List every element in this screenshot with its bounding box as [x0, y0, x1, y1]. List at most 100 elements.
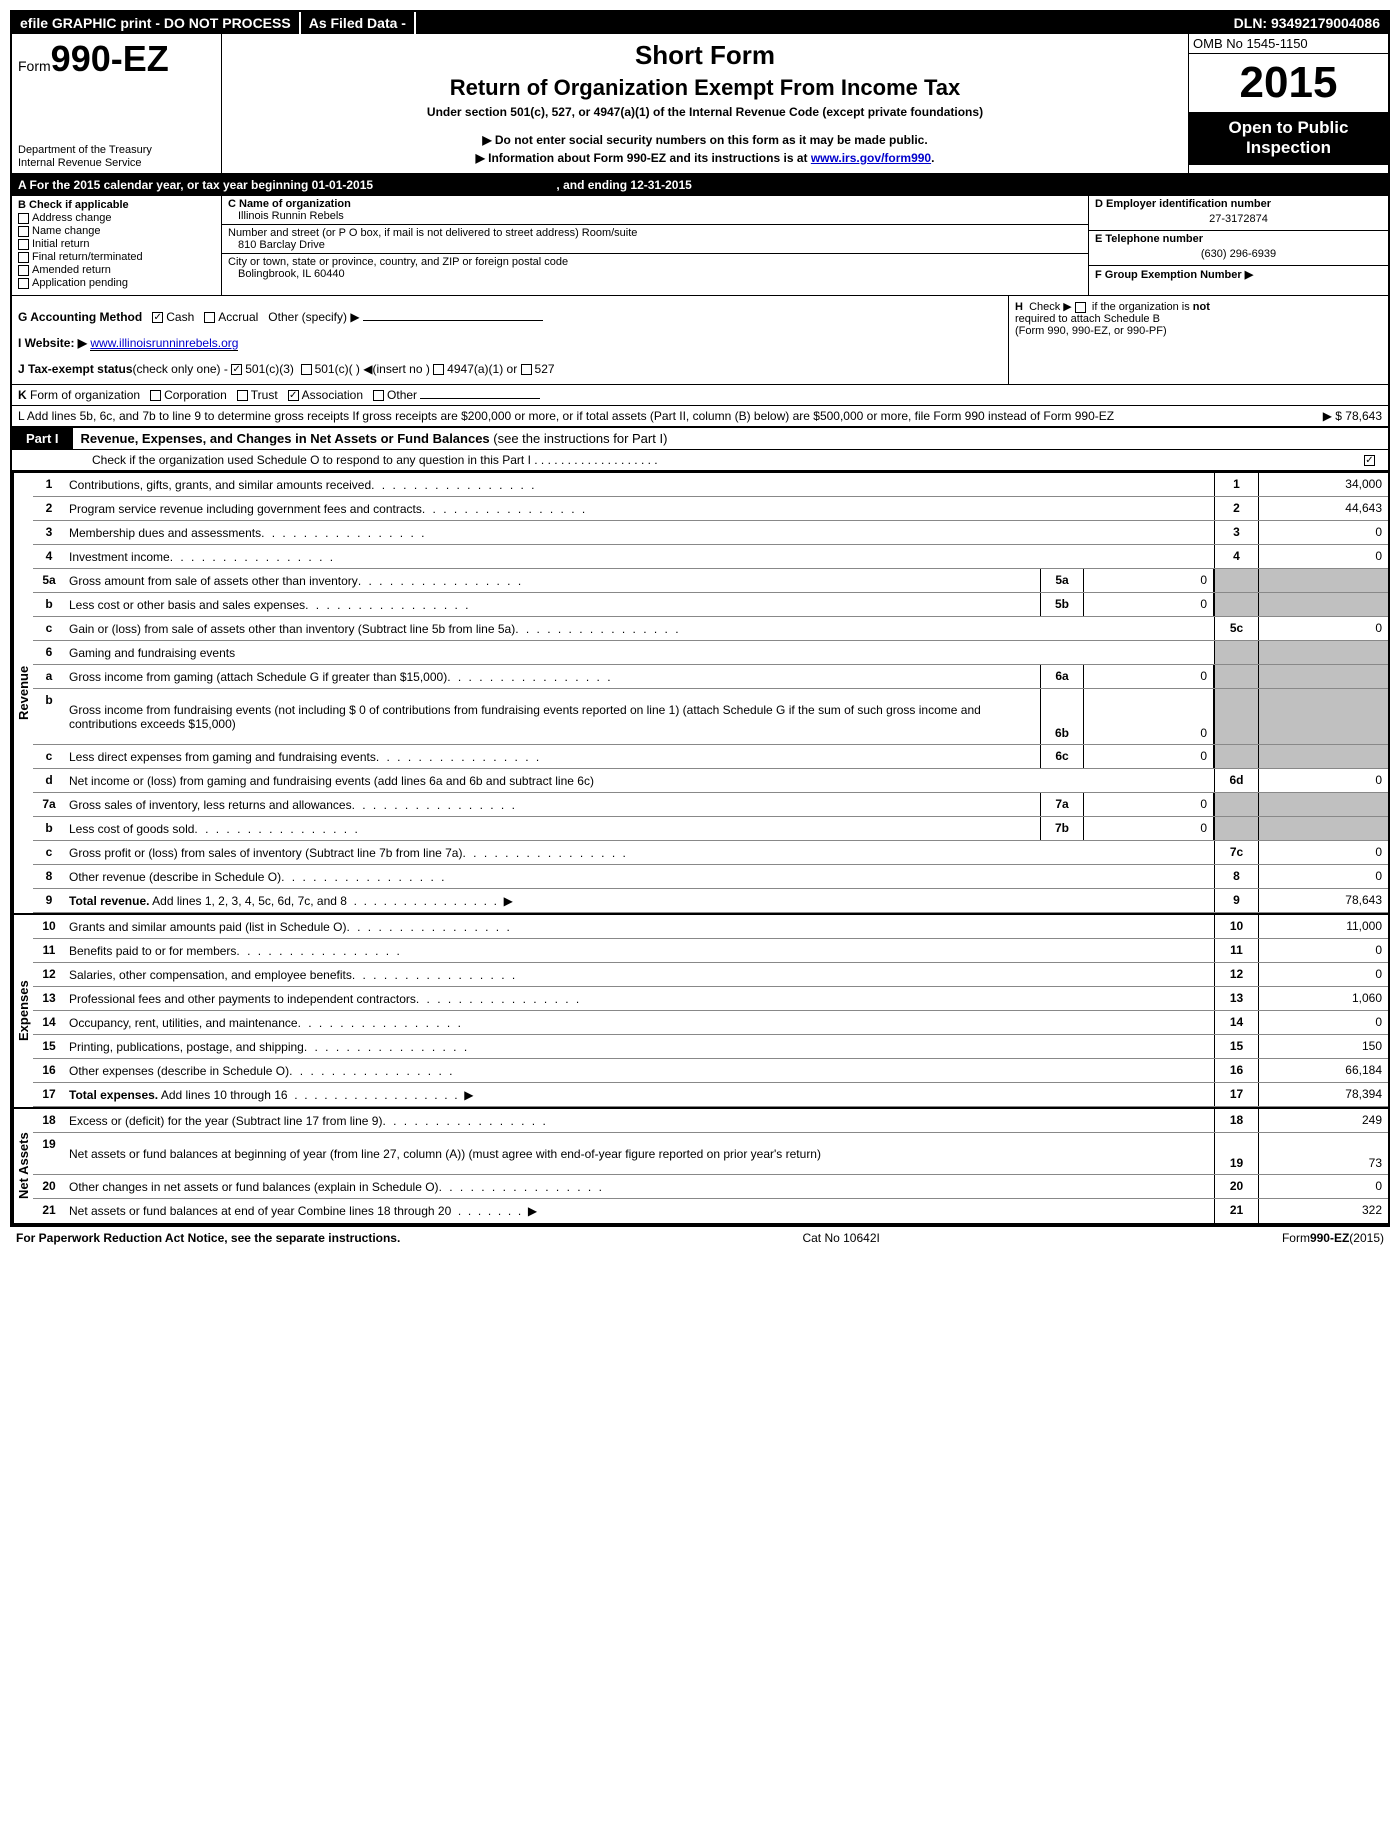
- ln19-desc: Net assets or fund balances at beginning…: [65, 1133, 1214, 1174]
- city-value: Bolingbrook, IL 60440: [228, 268, 1082, 280]
- cb-address-change[interactable]: [18, 213, 29, 224]
- ln7b-colshade: [1214, 817, 1258, 840]
- cb-final-return[interactable]: [18, 252, 29, 263]
- box-h: H Check ▶ if the organization is not req…: [1008, 296, 1388, 384]
- ln6b-colshade: [1214, 689, 1258, 744]
- cb-accrual[interactable]: [204, 312, 215, 323]
- ending-label: , and ending: [556, 178, 630, 192]
- ln11-col: 11: [1214, 939, 1258, 962]
- ln6a-colshade: [1214, 665, 1258, 688]
- cb-527[interactable]: [521, 364, 532, 375]
- cb-amended-return[interactable]: [18, 265, 29, 276]
- ln9-col: 9: [1214, 889, 1258, 912]
- cb-schedule-b-not-required[interactable]: [1075, 302, 1086, 313]
- ssn-warning: ▶ Do not enter social security numbers o…: [476, 131, 935, 149]
- ln11-desc: Benefits paid to or for members: [65, 939, 1214, 962]
- ln12-col: 12: [1214, 963, 1258, 986]
- line-l-value: ▶ $ 78,643: [1218, 406, 1388, 426]
- revenue-side-label: Revenue: [12, 473, 33, 913]
- ln18-val: 249: [1258, 1109, 1388, 1132]
- ln6a-num: a: [33, 665, 65, 688]
- ln6d-num: d: [33, 769, 65, 792]
- ln7c-val: 0: [1258, 841, 1388, 864]
- ein-value: 27-3172874: [1095, 210, 1382, 228]
- lbl-name-change: Name change: [32, 225, 101, 237]
- ln6c-valshade: [1258, 745, 1388, 768]
- tax-year: 2015: [1189, 54, 1388, 112]
- cb-schedule-o-used[interactable]: [1364, 455, 1375, 466]
- ln17-val: 78,394: [1258, 1083, 1388, 1106]
- ln5b-valshade: [1258, 593, 1388, 616]
- ln7a-valshade: [1258, 793, 1388, 816]
- ln6d-desc: Net income or (loss) from gaming and fun…: [65, 769, 1214, 792]
- ln16-num: 16: [33, 1059, 65, 1082]
- ln17-col: 17: [1214, 1083, 1258, 1106]
- ln11-num: 11: [33, 939, 65, 962]
- revenue-section: Revenue 1Contributions, gifts, grants, a…: [12, 471, 1388, 913]
- ln18-col: 18: [1214, 1109, 1258, 1132]
- ln7a-desc: Gross sales of inventory, less returns a…: [65, 793, 1040, 816]
- ln7c-desc: Gross profit or (loss) from sales of inv…: [65, 841, 1214, 864]
- cb-application-pending[interactable]: [18, 278, 29, 289]
- cb-corporation[interactable]: [150, 390, 161, 401]
- asfiled-label: As Filed Data -: [301, 12, 416, 34]
- ln5c-val: 0: [1258, 617, 1388, 640]
- ln5c-num: c: [33, 617, 65, 640]
- ln21-num: 21: [33, 1199, 65, 1223]
- cb-initial-return[interactable]: [18, 239, 29, 250]
- ln19-val: 73: [1258, 1133, 1388, 1174]
- ln16-desc: Other expenses (describe in Schedule O): [65, 1059, 1214, 1082]
- ln5a-colshade: [1214, 569, 1258, 592]
- cb-501c[interactable]: [301, 364, 312, 375]
- line-l-text: L Add lines 5b, 6c, and 7b to line 9 to …: [12, 406, 1218, 426]
- form-footer-label: Form990-EZ(2015): [1282, 1231, 1384, 1245]
- website-link[interactable]: www.illinoisrunninrebels.org: [90, 336, 238, 351]
- org-name: Illinois Runnin Rebels: [228, 210, 1082, 222]
- ln15-val: 150: [1258, 1035, 1388, 1058]
- cb-cash[interactable]: [152, 312, 163, 323]
- line-h-text2: required to attach Schedule B: [1015, 313, 1382, 325]
- ln20-val: 0: [1258, 1175, 1388, 1198]
- expenses-section: Expenses 10Grants and similar amounts pa…: [12, 913, 1388, 1107]
- tax-year-begin: 01-01-2015: [312, 178, 373, 192]
- cb-other-org[interactable]: [373, 390, 384, 401]
- ln8-desc: Other revenue (describe in Schedule O): [65, 865, 1214, 888]
- ln1-col: 1: [1214, 473, 1258, 496]
- form-header: Form990-EZ Department of the Treasury In…: [12, 34, 1388, 175]
- ln4-num: 4: [33, 545, 65, 568]
- ln6c-sv: 0: [1084, 745, 1214, 768]
- cb-4947a1[interactable]: [433, 364, 444, 375]
- ln5a-num: 5a: [33, 569, 65, 592]
- ln21-desc: Net assets or fund balances at end of ye…: [65, 1199, 1214, 1223]
- ln5c-desc: Gain or (loss) from sale of assets other…: [65, 617, 1214, 640]
- cb-association[interactable]: [288, 390, 299, 401]
- form-990ez: efile GRAPHIC print - DO NOT PROCESS As …: [10, 10, 1390, 1226]
- catalog-number: Cat No 10642I: [802, 1231, 879, 1245]
- page-footer: For Paperwork Reduction Act Notice, see …: [10, 1226, 1390, 1249]
- ln6c-desc: Less direct expenses from gaming and fun…: [65, 745, 1040, 768]
- cb-trust[interactable]: [237, 390, 248, 401]
- cb-name-change[interactable]: [18, 226, 29, 237]
- ln4-col: 4: [1214, 545, 1258, 568]
- ln19-num: 19: [33, 1133, 65, 1174]
- ln7b-sv: 0: [1084, 817, 1214, 840]
- lbl-application-pending: Application pending: [32, 277, 128, 289]
- ln8-val: 0: [1258, 865, 1388, 888]
- ln12-num: 12: [33, 963, 65, 986]
- short-form-title: Short Form: [635, 40, 775, 71]
- ln3-col: 3: [1214, 521, 1258, 544]
- group-exemption-label: F Group Exemption Number ▶: [1095, 268, 1382, 281]
- ln17-desc: Total expenses. Add lines 10 through 16 …: [65, 1083, 1214, 1106]
- ln10-desc: Grants and similar amounts paid (list in…: [65, 915, 1214, 938]
- ln6-desc: Gaming and fundraising events: [65, 641, 1214, 664]
- info-link-line: ▶ Information about Form 990-EZ and its …: [476, 149, 935, 167]
- irs-form990-link[interactable]: www.irs.gov/form990: [811, 151, 931, 165]
- ln5b-desc: Less cost or other basis and sales expen…: [65, 593, 1040, 616]
- ln5c-col: 5c: [1214, 617, 1258, 640]
- ln6-num: 6: [33, 641, 65, 664]
- cb-501c3[interactable]: [231, 364, 242, 375]
- treasury-label: Department of the Treasury: [18, 144, 215, 158]
- part1-check-note: Check if the organization used Schedule …: [12, 450, 1358, 470]
- part1-tag: Part I: [12, 428, 73, 449]
- ln16-val: 66,184: [1258, 1059, 1388, 1082]
